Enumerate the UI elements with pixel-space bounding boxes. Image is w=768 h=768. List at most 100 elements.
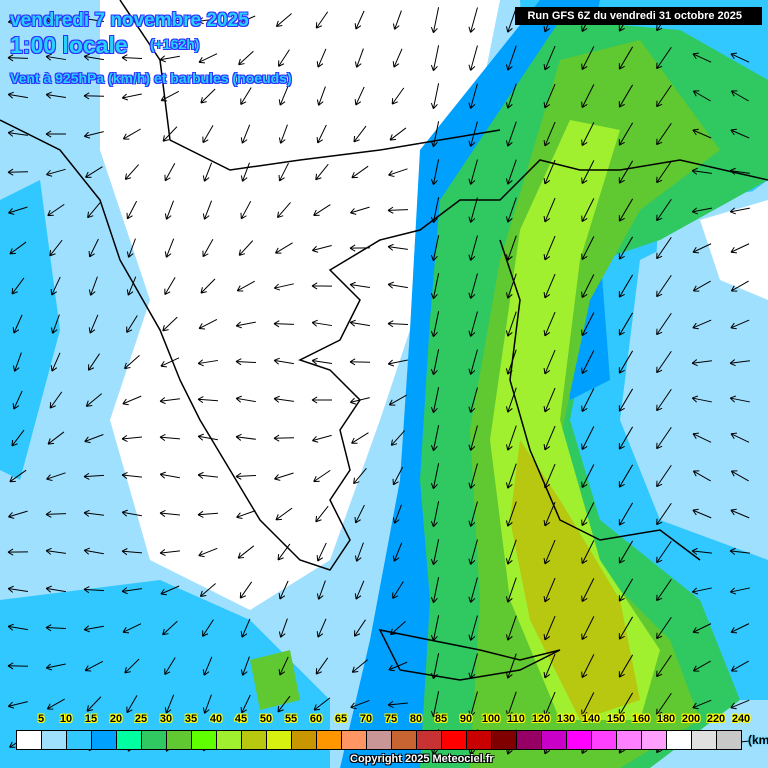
wind-arrow [87, 202, 101, 219]
wind-arrow [235, 358, 257, 366]
wind-arrow [468, 387, 478, 413]
wind-arrow [543, 83, 556, 109]
wind-arrow [349, 358, 371, 366]
wind-arrow [88, 276, 98, 296]
wind-arrow [83, 131, 104, 139]
wind-arrow [388, 168, 408, 177]
wind-arrow [124, 354, 140, 370]
wind-arrow [430, 83, 440, 110]
wind-arrow [278, 580, 289, 600]
wind-arrow [468, 235, 478, 261]
legend-swatch [317, 731, 342, 749]
wind-arrow [506, 121, 517, 147]
wind-arrow [468, 311, 478, 337]
wind-arrow [238, 240, 254, 256]
wind-arrow [84, 660, 104, 672]
legend-label: 140 [581, 713, 601, 725]
wind-arrow [237, 545, 255, 559]
wind-arrow [581, 578, 595, 603]
wind-arrow [430, 501, 440, 528]
wind-arrow [506, 45, 517, 71]
wind-arrow [468, 45, 478, 71]
wind-arrow [468, 501, 478, 527]
wind-arrow [126, 238, 136, 258]
wind-arrow [656, 578, 672, 602]
legend-swatch [67, 731, 92, 749]
wind-arrow [692, 128, 712, 139]
wind-arrow [618, 350, 634, 374]
wind-arrow [430, 539, 440, 566]
wind-arrow [353, 125, 367, 143]
legend-swatch [142, 731, 167, 749]
wind-arrow [349, 319, 370, 327]
wind-arrow [468, 121, 478, 147]
wind-arrow [618, 84, 634, 108]
wind-arrow [691, 587, 712, 595]
wind-arrow [274, 242, 293, 254]
wind-arrow [506, 463, 517, 489]
wind-arrow [430, 273, 440, 300]
wind-arrow [316, 580, 326, 600]
wind-arrow [124, 164, 140, 180]
wind-arrow [199, 583, 216, 597]
wind-arrow [46, 698, 65, 710]
wind-arrow [197, 433, 218, 441]
wind-arrow [126, 315, 138, 333]
wind-arrow [275, 13, 292, 27]
wind-arrow [468, 7, 478, 33]
wind-arrow [468, 273, 478, 299]
wind-arrow [581, 654, 595, 679]
wind-arrow [692, 52, 712, 63]
legend-label: 110 [507, 713, 525, 725]
wind-arrow [159, 55, 180, 63]
wind-arrow [581, 388, 595, 413]
legend-swatch [42, 731, 67, 749]
wind-arrow [656, 350, 672, 374]
wind-arrow [83, 15, 104, 23]
wind-arrow [387, 359, 408, 367]
wind-arrow [618, 198, 634, 222]
wind-arrow [7, 17, 28, 25]
wind-arrow [506, 235, 517, 261]
copyright: Copyright 2025 Meteociel.fr [350, 753, 494, 765]
wind-arrow [122, 623, 142, 634]
wind-arrow [164, 238, 175, 258]
wind-arrow [49, 391, 63, 409]
wind-arrow [316, 618, 327, 638]
wind-arrow [350, 699, 370, 710]
legend-swatch [167, 731, 192, 749]
wind-arrow [9, 469, 27, 483]
wind-arrow [730, 52, 750, 63]
wind-arrow [86, 696, 102, 712]
wind-arrow [468, 615, 478, 641]
legend-label: 20 [109, 713, 123, 725]
wind-arrow [164, 657, 176, 675]
wind-arrow [121, 15, 142, 23]
wind-arrow [278, 618, 288, 638]
wind-arrow [7, 54, 29, 62]
legend-swatch [567, 731, 592, 749]
wind-arrow [729, 547, 750, 555]
legend-label: 180 [656, 713, 676, 725]
wind-arrow [121, 54, 143, 62]
wind-arrow [198, 53, 218, 64]
wind-arrow [198, 319, 218, 330]
wind-arrow [656, 122, 672, 146]
wind-arrow [468, 539, 478, 565]
wind-arrow [581, 464, 595, 489]
wind-arrow [202, 656, 213, 676]
wind-arrow [275, 507, 293, 521]
legend-label: 5 [37, 713, 45, 725]
wind-arrow [581, 616, 595, 641]
wind-arrow [506, 501, 517, 527]
wind-arrow [162, 126, 178, 142]
legend-label: 200 [681, 713, 701, 725]
legend-label: 70 [359, 713, 373, 725]
wind-arrow [87, 353, 100, 371]
wind-arrow [311, 357, 332, 365]
legend-swatch [592, 731, 617, 749]
forecast-date: vendredi 7 novembre 2025 [10, 10, 249, 31]
wind-arrow [159, 471, 180, 479]
wind-arrow [729, 207, 750, 215]
wind-arrow [543, 235, 556, 261]
